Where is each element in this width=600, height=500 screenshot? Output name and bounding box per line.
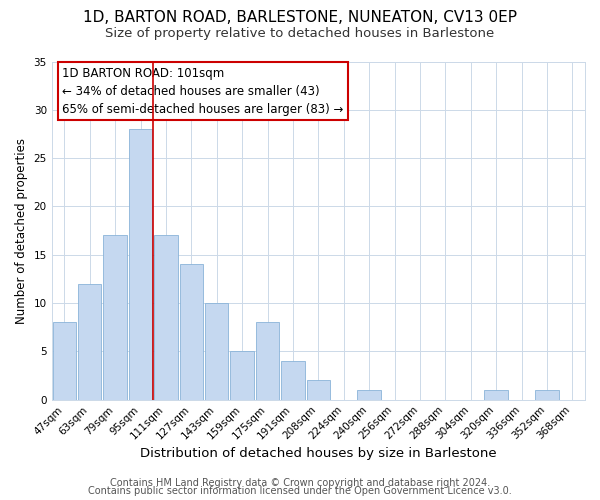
Bar bbox=[205, 303, 229, 400]
Text: 1D BARTON ROAD: 101sqm
← 34% of detached houses are smaller (43)
65% of semi-det: 1D BARTON ROAD: 101sqm ← 34% of detached… bbox=[62, 66, 344, 116]
Bar bbox=[307, 380, 330, 400]
Bar bbox=[230, 352, 254, 400]
Y-axis label: Number of detached properties: Number of detached properties bbox=[15, 138, 28, 324]
Bar bbox=[154, 236, 178, 400]
Text: Contains HM Land Registry data © Crown copyright and database right 2024.: Contains HM Land Registry data © Crown c… bbox=[110, 478, 490, 488]
Text: 1D, BARTON ROAD, BARLESTONE, NUNEATON, CV13 0EP: 1D, BARTON ROAD, BARLESTONE, NUNEATON, C… bbox=[83, 10, 517, 25]
Bar bbox=[535, 390, 559, 400]
Bar bbox=[256, 322, 279, 400]
X-axis label: Distribution of detached houses by size in Barlestone: Distribution of detached houses by size … bbox=[140, 447, 497, 460]
Bar bbox=[103, 236, 127, 400]
Bar bbox=[358, 390, 381, 400]
Bar bbox=[53, 322, 76, 400]
Bar bbox=[78, 284, 101, 400]
Bar bbox=[179, 264, 203, 400]
Text: Contains public sector information licensed under the Open Government Licence v3: Contains public sector information licen… bbox=[88, 486, 512, 496]
Bar bbox=[129, 129, 152, 400]
Bar bbox=[281, 361, 305, 400]
Text: Size of property relative to detached houses in Barlestone: Size of property relative to detached ho… bbox=[106, 28, 494, 40]
Bar bbox=[484, 390, 508, 400]
